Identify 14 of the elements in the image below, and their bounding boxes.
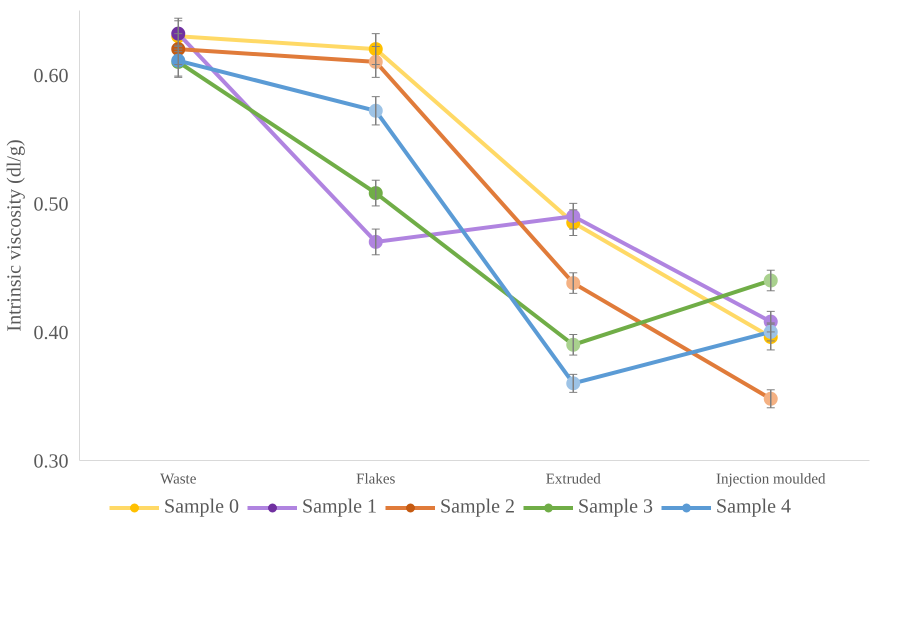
y-tick-label: 0.40 (34, 322, 68, 344)
legend-label: Sample 1 (302, 496, 377, 518)
x-tick-label: Flakes (356, 472, 396, 488)
x-tick-label: Injection moulded (716, 472, 826, 488)
y-tick-label: 0.30 (34, 450, 68, 472)
y-tick-label: 0.50 (34, 193, 68, 216)
legend-label: Sample 2 (440, 496, 515, 518)
x-tick-label: Waste (160, 472, 197, 488)
y-tick-label: 0.60 (34, 64, 68, 87)
y-axis-title: Intrinsic viscosity (dl/g) (4, 139, 26, 332)
legend-label: Sample 0 (164, 496, 239, 518)
x-tick-label: Extruded (546, 472, 602, 488)
legend-label: Sample 4 (716, 496, 791, 518)
legend-label: Sample 3 (578, 496, 653, 518)
